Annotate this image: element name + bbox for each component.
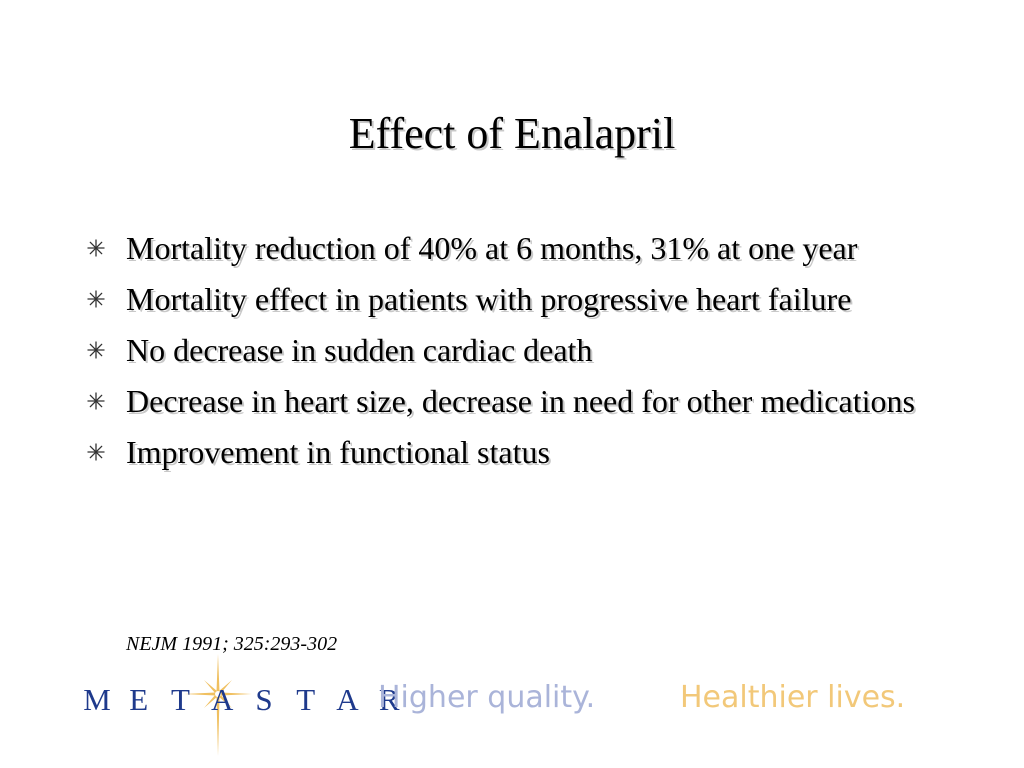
tagline-higher-quality: Higher quality. bbox=[378, 680, 596, 715]
star-ray bbox=[216, 654, 220, 694]
slide-title: Effect of Enalapril bbox=[348, 109, 676, 158]
tagline-healthier-lives: Healthier lives. bbox=[680, 680, 906, 715]
asterisk-star-icon bbox=[87, 392, 105, 410]
star-ray bbox=[204, 680, 220, 696]
star-ray bbox=[216, 680, 232, 696]
logo-letter: A bbox=[336, 682, 359, 717]
bullet-item: Mortality effect in patients with progre… bbox=[86, 279, 946, 319]
bullet-item: Improvement in functional status bbox=[86, 432, 946, 472]
bullet-item: Decrease in heart size, decrease in need… bbox=[86, 381, 946, 421]
asterisk-star-icon bbox=[87, 290, 105, 308]
logo-letter: T bbox=[171, 682, 190, 717]
star-ray bbox=[184, 692, 218, 696]
star-ray bbox=[216, 692, 232, 708]
star-ray bbox=[218, 692, 252, 696]
citation: NEJM 1991; 325:293-302 bbox=[126, 633, 338, 655]
footer-branding: M E T A S T A R Higher quality. Healthie… bbox=[0, 654, 1024, 768]
bullet-text: Improvement in functional status bbox=[126, 434, 550, 470]
logo-letter: M bbox=[83, 682, 111, 717]
bullet-text: No decrease in sudden cardiac death bbox=[126, 332, 593, 368]
star-burst-icon bbox=[184, 654, 252, 756]
star-center bbox=[215, 691, 221, 697]
metastar-logo: M E T A S T A R bbox=[80, 680, 406, 720]
star-ray bbox=[204, 692, 220, 708]
bullet-text: Mortality reduction of 40% at 6 months, … bbox=[126, 230, 858, 266]
logo-letter: R bbox=[378, 682, 400, 717]
bullet-list: Mortality reduction of 40% at 6 months, … bbox=[86, 228, 946, 483]
bullet-text: Mortality effect in patients with progre… bbox=[126, 281, 852, 317]
bullet-item: No decrease in sudden cardiac death bbox=[86, 330, 946, 370]
asterisk-star-icon bbox=[87, 341, 105, 359]
logo-letter: S bbox=[255, 682, 273, 717]
bullet-item: Mortality reduction of 40% at 6 months, … bbox=[86, 228, 946, 268]
bullet-text: Decrease in heart size, decrease in need… bbox=[126, 383, 915, 419]
logo-letter: E bbox=[129, 682, 149, 717]
logo-letter: T bbox=[296, 682, 316, 717]
star-ray bbox=[216, 694, 220, 756]
asterisk-star-icon bbox=[87, 239, 105, 257]
asterisk-star-icon bbox=[87, 443, 105, 461]
logo-letter: A bbox=[211, 682, 234, 717]
